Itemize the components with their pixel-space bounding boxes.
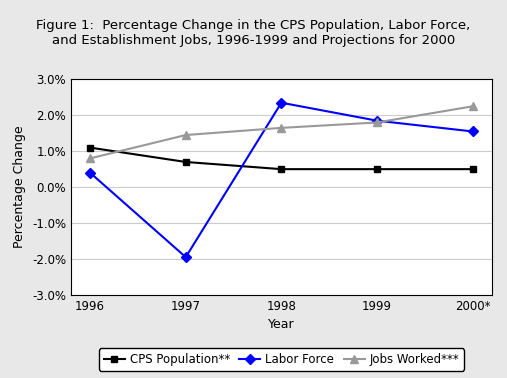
- Labor Force: [278, 101, 284, 105]
- Y-axis label: Percentage Change: Percentage Change: [14, 126, 26, 248]
- X-axis label: Year: Year: [268, 318, 295, 331]
- CPS Population**: [183, 160, 189, 164]
- Jobs Worked***: [374, 120, 380, 125]
- Line: Labor Force: Labor Force: [87, 99, 476, 260]
- Line: CPS Population**: CPS Population**: [87, 144, 476, 173]
- Legend: CPS Population**, Labor Force, Jobs Worked***: CPS Population**, Labor Force, Jobs Work…: [99, 348, 464, 370]
- Jobs Worked***: [278, 125, 284, 130]
- CPS Population**: [374, 167, 380, 172]
- CPS Population**: [87, 146, 93, 150]
- CPS Population**: [469, 167, 476, 172]
- Jobs Worked***: [87, 156, 93, 161]
- Labor Force: [469, 129, 476, 134]
- CPS Population**: [278, 167, 284, 172]
- Line: Jobs Worked***: Jobs Worked***: [86, 102, 477, 163]
- Labor Force: [374, 118, 380, 123]
- Text: Figure 1:  Percentage Change in the CPS Population, Labor Force,
and Establishme: Figure 1: Percentage Change in the CPS P…: [37, 19, 470, 47]
- Jobs Worked***: [469, 104, 476, 108]
- Jobs Worked***: [183, 133, 189, 137]
- Labor Force: [183, 255, 189, 259]
- Labor Force: [87, 170, 93, 175]
